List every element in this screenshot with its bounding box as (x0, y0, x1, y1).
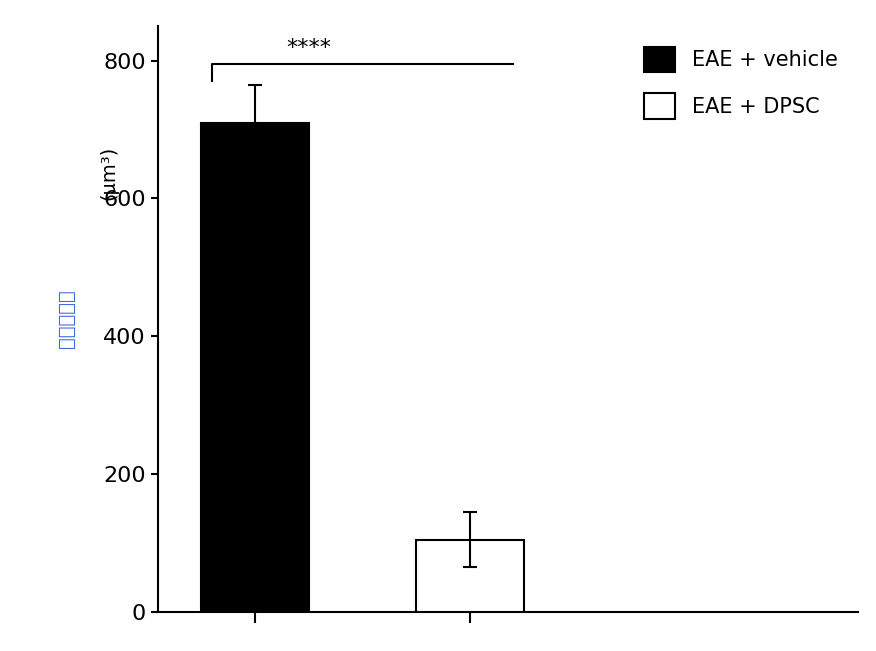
Bar (416, 540, 524, 612)
Text: 脉髓高体积: 脉髓高体积 (57, 290, 76, 348)
Text: ****: **** (286, 38, 331, 59)
Text: (μm³): (μm³) (99, 145, 118, 200)
Legend: EAE + vehicle, EAE + DPSC: EAE + vehicle, EAE + DPSC (633, 36, 848, 129)
Bar (201, 122, 308, 612)
